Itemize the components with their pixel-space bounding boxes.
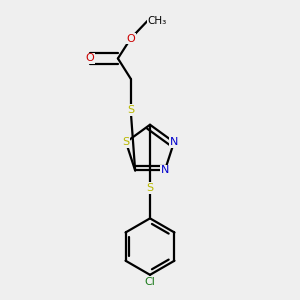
Text: O: O [85,53,94,64]
Text: CH₃: CH₃ [148,16,167,26]
Text: S: S [127,105,134,115]
Text: N: N [170,137,178,147]
Text: O: O [126,34,135,44]
Text: S: S [146,183,154,193]
Text: Cl: Cl [145,277,155,287]
Text: N: N [161,165,169,176]
Text: S: S [122,137,130,147]
